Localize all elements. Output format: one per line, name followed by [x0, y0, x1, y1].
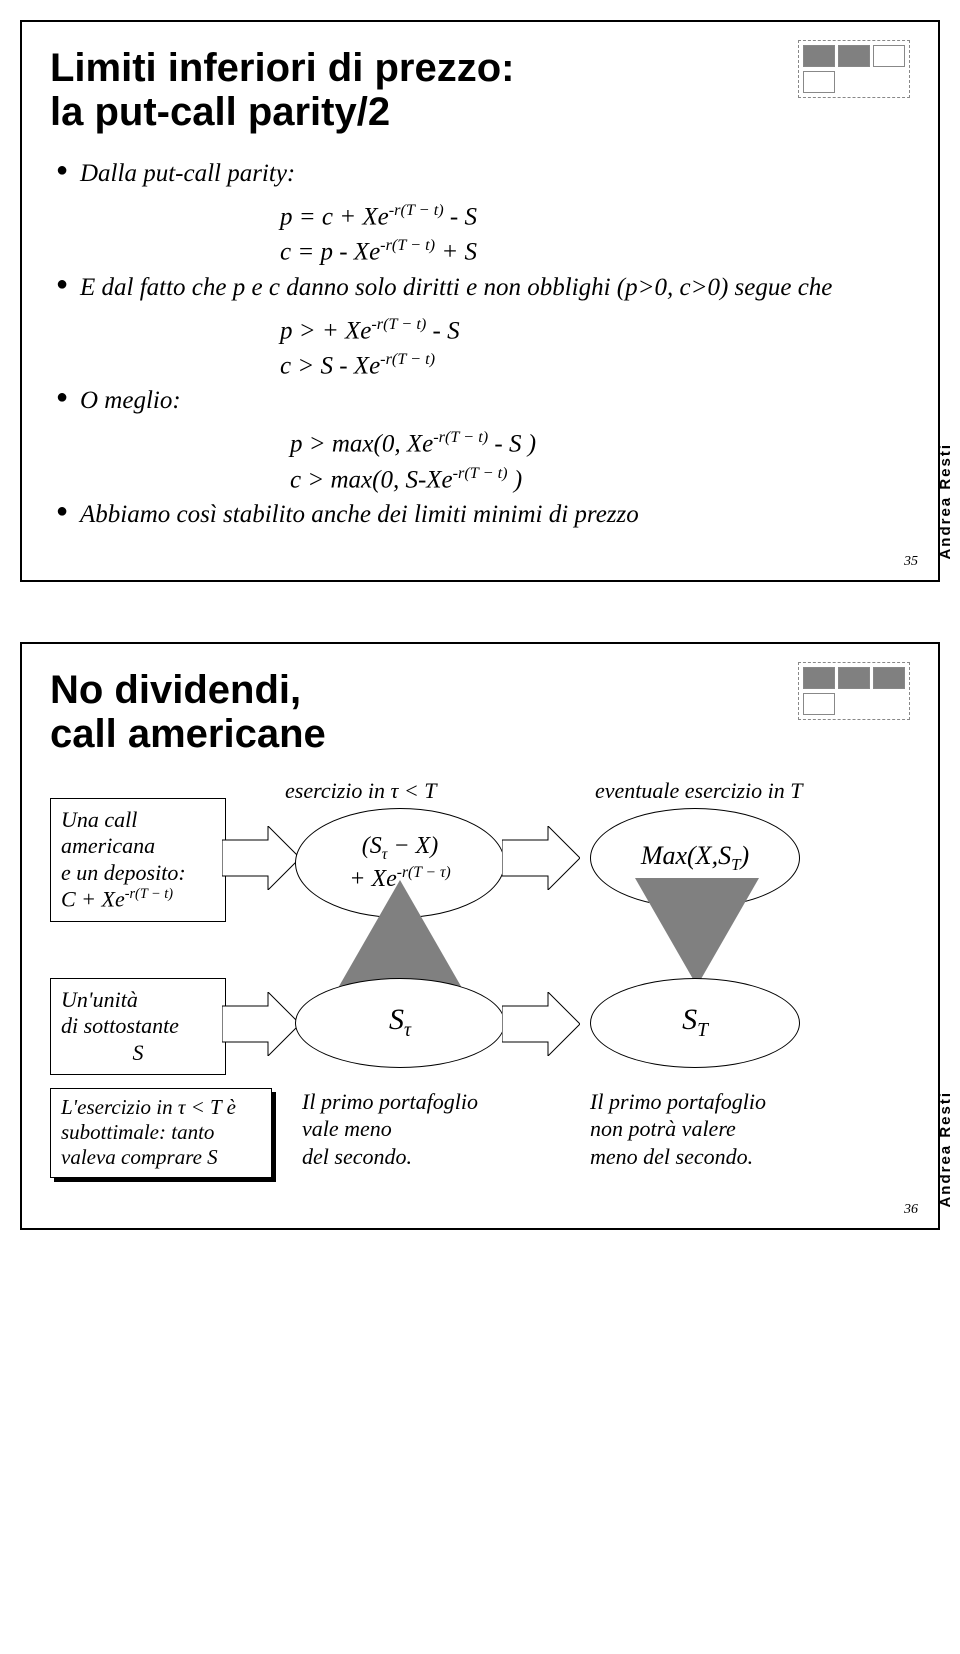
- author-side-label: Andrea Resti: [937, 443, 954, 560]
- caption-right: Il primo portafoglio non potrà valere me…: [590, 1088, 766, 1171]
- arrow-right-icon: [222, 826, 300, 890]
- exercise-label-tau: esercizio in τ < T: [285, 778, 436, 804]
- thumb-cell: [873, 45, 905, 67]
- portfolio-box: Una call americana e un deposito: C + Xe…: [50, 798, 226, 922]
- arrow-right-icon: [222, 992, 300, 1056]
- author-side-label: Andrea Resti: [937, 1091, 954, 1208]
- triangle-up-icon: [338, 880, 462, 988]
- ellipse-s-T: ST: [590, 978, 800, 1068]
- thumb-cell: [803, 45, 835, 67]
- caption-left: Il primo portafoglio vale meno del secon…: [302, 1088, 478, 1171]
- slide-title: Limiti inferiori di prezzo: la put-call …: [50, 46, 910, 134]
- slide-thumbnails: [798, 662, 910, 720]
- math-line: p > max(0, Xe-r(T − t) - S ): [290, 426, 910, 461]
- math-line: c > S - Xe-r(T − t): [280, 348, 910, 383]
- diagram-row-top: Una call americana e un deposito: C + Xe…: [50, 778, 910, 968]
- slide-title: No dividendi, call americane: [50, 668, 910, 756]
- ellipse-s-tau: Sτ: [295, 978, 505, 1068]
- thumb-cell: [803, 71, 835, 93]
- thumb-cell: [803, 667, 835, 689]
- thumb-cell: [803, 693, 835, 715]
- slide-number: 35: [904, 554, 918, 570]
- arrow-right-icon: [502, 992, 580, 1056]
- math-line: c = p - Xe-r(T − t) + S: [280, 234, 910, 269]
- bullet-item: E dal fatto che p e c danno solo diritti…: [50, 270, 910, 305]
- title-line: Limiti inferiori di prezzo:: [50, 46, 910, 90]
- math-line: p > + Xe-r(T − t) - S: [280, 313, 910, 348]
- slide-2: No dividendi, call americane Una call am…: [20, 642, 940, 1230]
- bullet-item: Abbiamo così stabilito anche dei limiti …: [50, 497, 910, 532]
- slide-thumbnails: [798, 40, 910, 98]
- note-box: L'esercizio in τ < T è subottimale: tant…: [50, 1088, 272, 1178]
- triangle-down-icon: [635, 878, 759, 986]
- math-line: p = c + Xe-r(T − t) - S: [280, 199, 910, 234]
- thumb-cell: [873, 667, 905, 689]
- bullet-item: O meglio:: [50, 383, 910, 418]
- thumb-cell: [838, 667, 870, 689]
- exercise-label-T: eventuale esercizio in T: [595, 778, 803, 804]
- slide-number: 36: [904, 1202, 918, 1218]
- title-line: la put-call parity/2: [50, 90, 910, 134]
- portfolio-box: Un'unità di sottostante S: [50, 978, 226, 1075]
- arrow-right-icon: [502, 826, 580, 890]
- diagram-row-bottom: Un'unità di sottostante S Sτ ST L'eserci…: [50, 978, 910, 1208]
- title-line: call americane: [50, 712, 910, 756]
- math-line: c > max(0, S-Xe-r(T − t) ): [290, 462, 910, 497]
- slide-1: Limiti inferiori di prezzo: la put-call …: [20, 20, 940, 582]
- thumb-cell: [838, 45, 870, 67]
- title-line: No dividendi,: [50, 668, 910, 712]
- bullet-item: Dalla put-call parity:: [50, 156, 910, 191]
